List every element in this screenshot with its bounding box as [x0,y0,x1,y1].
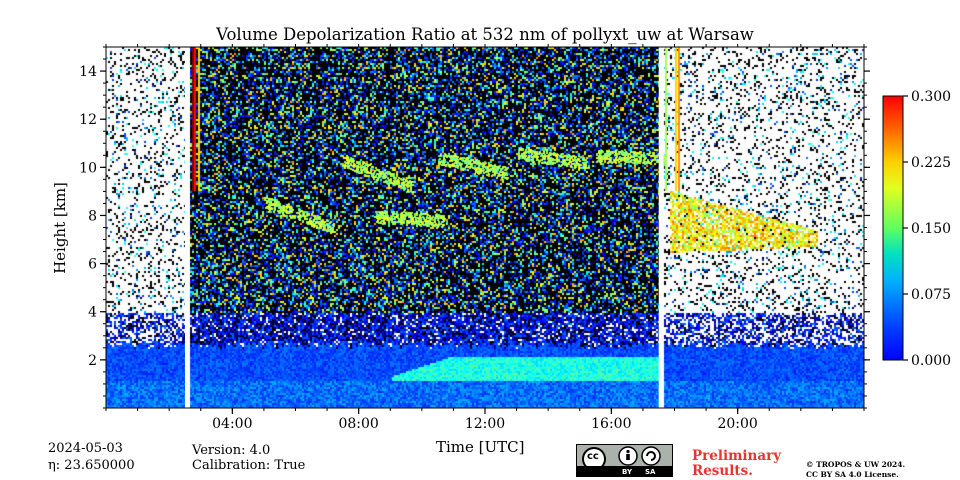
y-tick-label: 10 [79,160,97,176]
y-tick-label: 12 [79,112,97,128]
cc-license-badge: cc BY SA [576,444,673,477]
x-tick-label: 04:00 [212,416,252,432]
y-tick-label: 4 [88,305,97,321]
date-label: 2024-05-03 [48,441,123,456]
y-tick-label: 14 [79,64,97,80]
colorbar-tick-label: 0.075 [911,287,951,303]
depolarization-raster [106,47,864,408]
y-axis-label: Height [km] [51,182,69,274]
copyright-notice: © TROPOS & UW 2024. CC BY SA 4.0 License… [806,460,905,480]
y-tick-label: 8 [88,208,97,224]
colorbar-tick-label: 0.300 [911,89,951,105]
preliminary-notice: Preliminary Results. [692,449,781,479]
colorbar-tick-label: 0.000 [911,353,951,369]
y-tick-label: 2 [88,353,97,369]
preliminary-line1: Preliminary [692,448,782,464]
data-gap-1 [184,47,190,408]
preliminary-line2: Results. [692,463,753,479]
eta-label: η: 23.650000 [48,458,135,473]
by-icon: BY [622,468,633,476]
data-gap-2 [658,47,664,408]
chart-title: Volume Depolarization Ratio at 532 nm of… [216,25,754,44]
x-tick-label: 20:00 [717,416,757,432]
colorbar [882,95,904,361]
copyright-line1: © TROPOS & UW 2024. [806,460,906,469]
calibration-label: Calibration: True [192,458,306,473]
colorbar-tick-label: 0.150 [911,221,951,237]
copyright-line2: CC BY SA 4.0 License. [806,470,899,479]
x-tick-label: 16:00 [591,416,631,432]
cc-icon: cc [587,451,599,462]
colorbar-tick-label: 0.225 [911,155,951,171]
version-label: Version: 4.0 [192,443,271,458]
x-tick-label: 08:00 [338,416,378,432]
sa-icon: SA [645,468,656,476]
x-axis-label: Time [UTC] [436,438,525,456]
x-tick-label: 12:00 [465,416,505,432]
y-tick-label: 6 [88,257,97,273]
